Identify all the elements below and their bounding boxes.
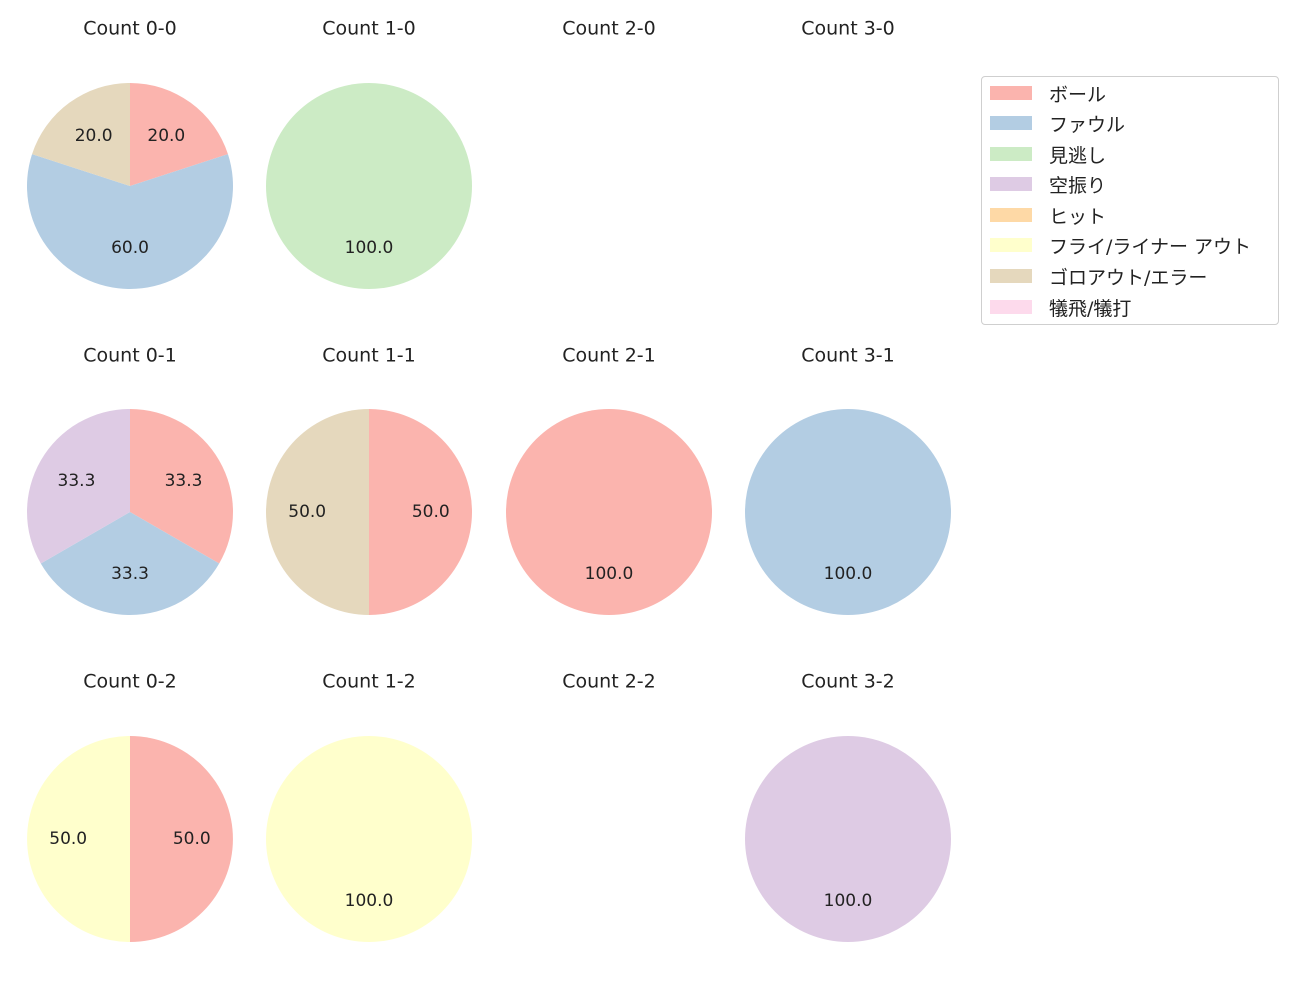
pie-title: Count 3-1 [801, 345, 895, 367]
pie-slice-label: 50.0 [412, 502, 450, 522]
legend-item-grounder-out-error: ゴロアウト/エラー [990, 264, 1208, 289]
legend-swatch [990, 86, 1032, 100]
legend-label: ボール [1049, 83, 1107, 106]
legend-swatch [990, 147, 1032, 161]
pie-slice-label: 50.0 [173, 829, 211, 849]
pie-chart: Count 1-2 100.0 [266, 671, 472, 942]
pie-title: Count 3-0 [801, 18, 895, 40]
legend-swatch [990, 116, 1032, 130]
pie-chart: Count 2-1 100.0 [506, 345, 712, 615]
legend-label: 空振り [1049, 174, 1107, 197]
pie-chart: Count 2-2 [562, 671, 656, 693]
legend-label: ヒット [1049, 205, 1107, 228]
pie-chart: Count 0-1 33.3 33.3 33.3 [27, 345, 233, 615]
pie-slice-label: 50.0 [288, 502, 326, 522]
legend-item-fly-liner-out: フライ/ライナー アウト [990, 233, 1252, 258]
pie-title: Count 2-1 [562, 345, 656, 367]
pie-slice [32, 83, 130, 186]
pie-slice [745, 409, 951, 615]
legend-item-called-strike: 見逃し [990, 142, 1107, 167]
pie-slice-label: 50.0 [49, 829, 87, 849]
pie-title: Count 3-2 [801, 671, 895, 693]
pie-slice-label: 60.0 [111, 238, 149, 258]
pie-chart: Count 3-1 100.0 [745, 345, 951, 615]
pie-chart: Count 3-0 [801, 18, 895, 40]
pie-title: Count 0-1 [83, 345, 177, 367]
legend-swatch [990, 269, 1032, 283]
pie-slice [40, 512, 220, 615]
pie-slice [745, 736, 951, 942]
pie-slice [130, 736, 233, 942]
pie-title: Count 1-2 [322, 671, 416, 693]
pie-slice [506, 409, 712, 615]
legend-swatch [990, 300, 1032, 314]
legend-label: 犠飛/犠打 [1049, 297, 1132, 320]
legend-swatch [990, 208, 1032, 222]
legend-item-hit: ヒット [990, 203, 1107, 228]
pie-title: Count 2-2 [562, 671, 656, 693]
pie-title: Count 1-1 [322, 345, 416, 367]
legend-item-sacrifice: 犠飛/犠打 [990, 295, 1132, 320]
legend-label: ゴロアウト/エラー [1049, 266, 1208, 289]
pie-title: Count 1-0 [322, 18, 416, 40]
pie-slice [130, 83, 228, 186]
pie-slice-label: 33.3 [165, 471, 203, 491]
pie-slice-label: 33.3 [111, 564, 149, 584]
legend-label: フライ/ライナー アウト [1049, 235, 1252, 258]
pie-slice-label: 100.0 [345, 238, 394, 258]
pie-chart: Count 0-0 20.0 60.0 20.0 [27, 18, 234, 289]
pie-slice [27, 409, 130, 564]
pie-title: Count 2-0 [562, 18, 656, 40]
legend: ボール ファウル 見逃し 空振り ヒット フライ/ライナー アウト ゴロアウト/… [981, 76, 1279, 325]
pie-slice-label: 100.0 [345, 891, 394, 911]
pie-slice [266, 409, 369, 615]
pie-slice-label: 100.0 [824, 564, 873, 584]
pie-chart: Count 0-2 50.0 50.0 [27, 671, 233, 942]
pie-slice-label: 100.0 [824, 891, 873, 911]
pie-title: Count 0-2 [83, 671, 177, 693]
pie-slice [266, 736, 472, 942]
pie-slice-label: 20.0 [147, 126, 185, 146]
legend-swatch [990, 177, 1032, 191]
pie-chart: Count 3-2 100.0 [745, 671, 951, 942]
legend-item-ball: ボール [990, 81, 1107, 106]
legend-item-foul: ファウル [990, 111, 1126, 136]
pie-slice [130, 409, 233, 564]
pie-slice-label: 20.0 [75, 126, 113, 146]
pie-title: Count 0-0 [83, 18, 177, 40]
pie-slice-label: 100.0 [585, 564, 634, 584]
legend-item-swinging-strike: 空振り [990, 172, 1107, 197]
pie-slice [369, 409, 472, 615]
legend-swatch [990, 238, 1032, 252]
pie-slice [266, 83, 472, 289]
pie-chart: Count 1-1 50.0 50.0 [266, 345, 472, 615]
pie-chart: Count 1-0 100.0 [266, 18, 472, 289]
pie-chart: Count 2-0 [562, 18, 656, 40]
legend-label: 見逃し [1049, 144, 1107, 167]
pie-slice [27, 736, 130, 942]
pie-slice [27, 154, 234, 289]
legend-label: ファウル [1049, 113, 1126, 136]
pie-slice-label: 33.3 [58, 471, 96, 491]
